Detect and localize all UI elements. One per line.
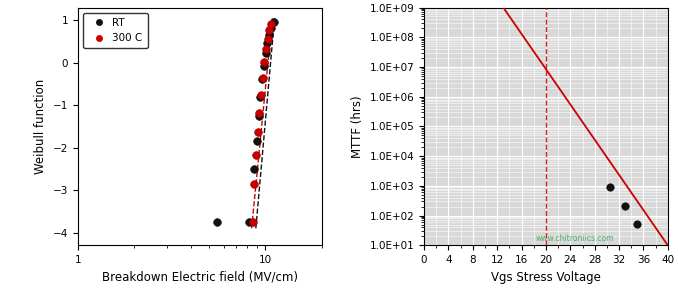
Text: www.chitroniics.com: www.chitroniics.com (536, 234, 614, 243)
Point (244, 219, 255, 224)
Point (605, 184, 616, 189)
Point (258, 64, 269, 69)
Point (249, 181, 260, 186)
X-axis label: Breakdown Electric field (MV/cm): Breakdown Electric field (MV/cm) (102, 271, 298, 284)
Point (256, 76, 267, 81)
Y-axis label: Weibull function: Weibull function (35, 79, 47, 174)
Point (247, 219, 258, 224)
Point (252, 139, 262, 144)
Point (249, 166, 260, 171)
Y-axis label: MTTF (hrs): MTTF (hrs) (351, 95, 364, 158)
Point (264, 32, 275, 37)
Point (251, 153, 262, 158)
Point (252, 129, 263, 134)
Point (255, 94, 266, 99)
Point (265, 21, 276, 26)
Point (268, 20, 279, 25)
Point (212, 219, 222, 224)
Point (266, 26, 277, 30)
Point (262, 41, 273, 46)
Point (256, 92, 266, 97)
Point (260, 47, 271, 51)
Point (264, 28, 275, 33)
Legend: RT, 300 C: RT, 300 C (83, 13, 148, 48)
Point (259, 60, 270, 64)
Point (253, 113, 264, 118)
Point (632, 222, 643, 226)
Point (262, 36, 273, 41)
Point (260, 51, 271, 56)
Point (620, 203, 631, 208)
Point (257, 75, 268, 80)
Point (254, 110, 264, 115)
X-axis label: Vgs Stress Voltage: Vgs Stress Voltage (491, 271, 601, 284)
